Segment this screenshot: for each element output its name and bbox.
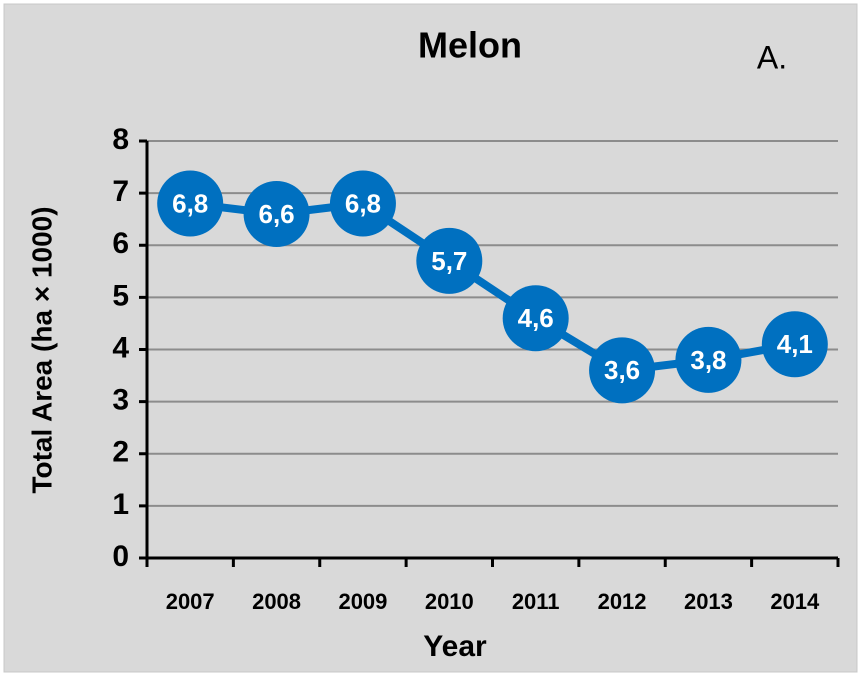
x-tick-label: 2013 xyxy=(684,589,733,614)
y-tick-label: 1 xyxy=(112,488,129,521)
x-tick-label: 2010 xyxy=(425,589,474,614)
data-label: 5,7 xyxy=(431,246,467,276)
x-tick-label: 2014 xyxy=(770,589,820,614)
y-tick-label: 5 xyxy=(112,279,129,312)
y-tick-label: 4 xyxy=(112,331,129,364)
y-tick-label: 3 xyxy=(112,384,129,417)
data-label: 4,1 xyxy=(777,329,813,359)
marker xyxy=(157,170,224,237)
data-label: 3,6 xyxy=(604,355,640,385)
data-label: 4,6 xyxy=(518,303,554,333)
y-tick-label: 0 xyxy=(112,540,129,573)
marker xyxy=(761,311,828,378)
chart-title: Melon xyxy=(418,25,522,66)
marker xyxy=(675,326,742,393)
data-label: 6,8 xyxy=(172,188,208,218)
y-tick-label: 6 xyxy=(112,227,129,260)
data-label: 3,8 xyxy=(690,345,726,375)
y-tick-label: 7 xyxy=(112,175,129,208)
x-tick-label: 2007 xyxy=(166,589,215,614)
data-label: 6,8 xyxy=(345,188,381,218)
x-tick-label: 2009 xyxy=(338,589,387,614)
x-tick-label: 2008 xyxy=(252,589,301,614)
x-tick-label: 2012 xyxy=(598,589,647,614)
data-label: 6,6 xyxy=(258,199,294,229)
annotation: A. xyxy=(757,39,787,75)
marker xyxy=(589,337,656,404)
marker xyxy=(416,227,483,294)
y-tick-label: 8 xyxy=(112,123,129,156)
marker xyxy=(243,180,310,247)
x-tick-label: 2011 xyxy=(512,589,560,614)
marker xyxy=(329,170,396,237)
y-axis-label: Total Area (ha × 1000) xyxy=(26,206,57,493)
x-axis-label: Year xyxy=(423,630,487,663)
marker xyxy=(502,285,569,352)
y-tick-label: 2 xyxy=(112,436,129,469)
